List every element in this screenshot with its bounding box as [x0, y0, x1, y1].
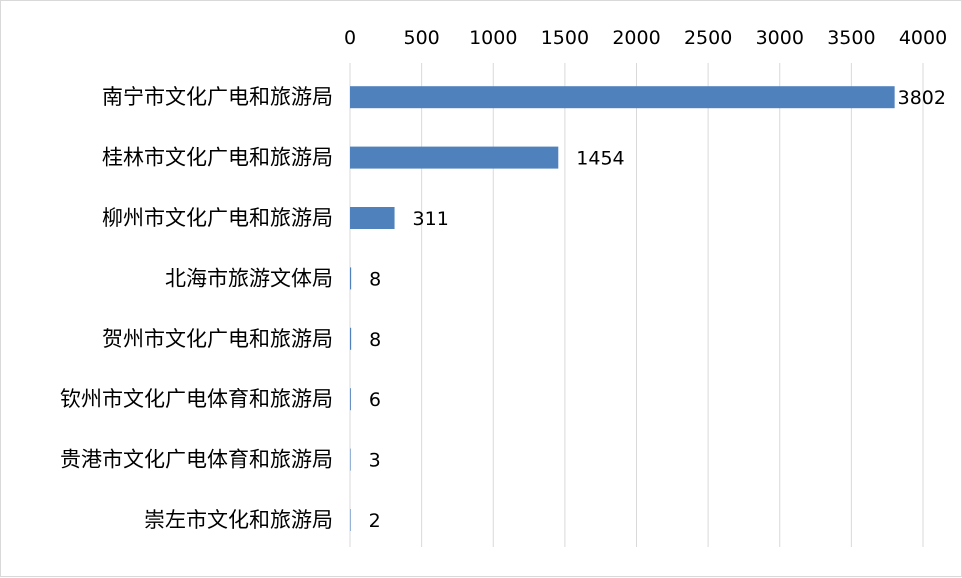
x-tick-label: 2500 — [684, 27, 732, 49]
category-label: 南宁市文化广电和旅游局 — [102, 85, 333, 109]
data-labels: 3802 1454 311 8 8 6 3 2 — [369, 87, 946, 532]
category-label: 贵港市文化广电体育和旅游局 — [60, 448, 333, 472]
x-tick-label: 1000 — [469, 27, 517, 49]
bar — [350, 86, 895, 109]
x-tick-label: 4000 — [899, 27, 947, 49]
bar — [350, 509, 351, 531]
bar — [350, 448, 351, 471]
x-tick-label: 3500 — [827, 27, 875, 49]
x-tick-label: 500 — [403, 27, 439, 49]
bars — [350, 86, 895, 531]
data-label: 1454 — [576, 148, 624, 170]
x-axis-ticks: 0 500 1000 1500 2000 2500 3000 3500 4000 — [344, 27, 947, 49]
category-label: 钦州市文化广电体育和旅游局 — [60, 387, 333, 411]
category-label: 桂林市文化广电和旅游局 — [102, 146, 333, 170]
x-tick-label: 1500 — [541, 27, 589, 49]
bar — [350, 388, 351, 411]
data-label: 8 — [369, 268, 381, 290]
data-label: 6 — [369, 389, 381, 411]
bar — [350, 146, 559, 169]
data-label: 3802 — [898, 87, 946, 109]
category-label: 柳州市文化广电和旅游局 — [102, 206, 333, 230]
x-tick-label: 0 — [344, 27, 356, 49]
x-tick-label: 3000 — [756, 27, 804, 49]
gridlines — [421, 63, 924, 547]
data-label: 311 — [413, 208, 449, 230]
x-tick-label: 2000 — [612, 27, 660, 49]
bar — [350, 267, 352, 290]
bar — [350, 207, 395, 229]
data-label: 8 — [369, 329, 381, 351]
category-label: 北海市旅游文体局 — [165, 266, 333, 290]
data-label: 2 — [369, 510, 381, 532]
bar — [350, 327, 352, 350]
category-labels: 南宁市文化广电和旅游局桂林市文化广电和旅游局柳州市文化广电和旅游局北海市旅游文体… — [60, 85, 333, 532]
data-label: 3 — [369, 450, 381, 472]
category-label: 贺州市文化广电和旅游局 — [102, 327, 333, 351]
category-label: 崇左市文化和旅游局 — [144, 508, 333, 532]
